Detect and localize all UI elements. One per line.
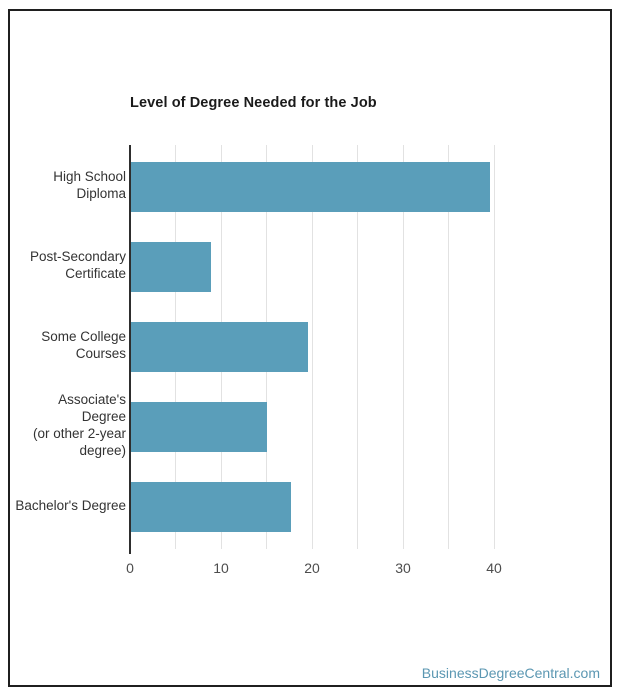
bar-2 — [131, 322, 309, 372]
category-label-line: Certificate — [65, 266, 126, 281]
category-label-2: Some College Courses — [14, 305, 126, 385]
category-label-1: Post-Secondary Certificate — [14, 225, 126, 305]
category-label-3: Associate's Degree (or other 2-year degree… — [14, 385, 126, 465]
gridline-25 — [357, 145, 358, 549]
x-tick-label-0: 0 — [126, 560, 134, 576]
gridline-40 — [493, 145, 495, 549]
bar-3 — [131, 402, 267, 452]
category-axis-labels: High School Diploma Post-Secondary Certific… — [14, 145, 126, 543]
chart-frame: Level of Degree Needed for the Job High … — [8, 9, 612, 687]
x-tick-label-30: 30 — [395, 560, 411, 576]
category-label-line: Courses — [75, 346, 126, 361]
bar-0 — [131, 162, 490, 212]
gridline-30 — [402, 145, 404, 549]
category-label-line: Post-Secondary — [29, 249, 126, 264]
category-label-0: High School Diploma — [14, 145, 126, 225]
value-axis-labels: 0 10 20 30 40 — [126, 560, 502, 580]
x-tick-label-10: 10 — [213, 560, 229, 576]
x-tick-label-20: 20 — [304, 560, 320, 576]
category-label-4: Bachelor's Degree — [14, 465, 126, 545]
category-label-line: degree) — [79, 443, 126, 458]
bar-1 — [131, 242, 212, 292]
category-label-line: Bachelor's Degree — [15, 497, 126, 513]
watermark-link[interactable]: BusinessDegreeCentral.com — [421, 665, 600, 681]
y-axis-line — [129, 145, 131, 554]
category-label-line: (or other 2-year — [32, 426, 126, 441]
gridline-35 — [448, 145, 449, 549]
category-label-line: Some College — [41, 329, 126, 344]
bar-4 — [131, 482, 292, 532]
category-label-line: Associate's Degree — [58, 392, 126, 424]
category-label-line: Diploma — [76, 186, 126, 201]
chart-title: Level of Degree Needed for the Job — [130, 95, 377, 111]
gridline-20 — [311, 145, 313, 549]
plot-area — [129, 145, 495, 554]
x-tick-label-40: 40 — [486, 560, 502, 576]
category-label-line: High School — [53, 169, 126, 184]
